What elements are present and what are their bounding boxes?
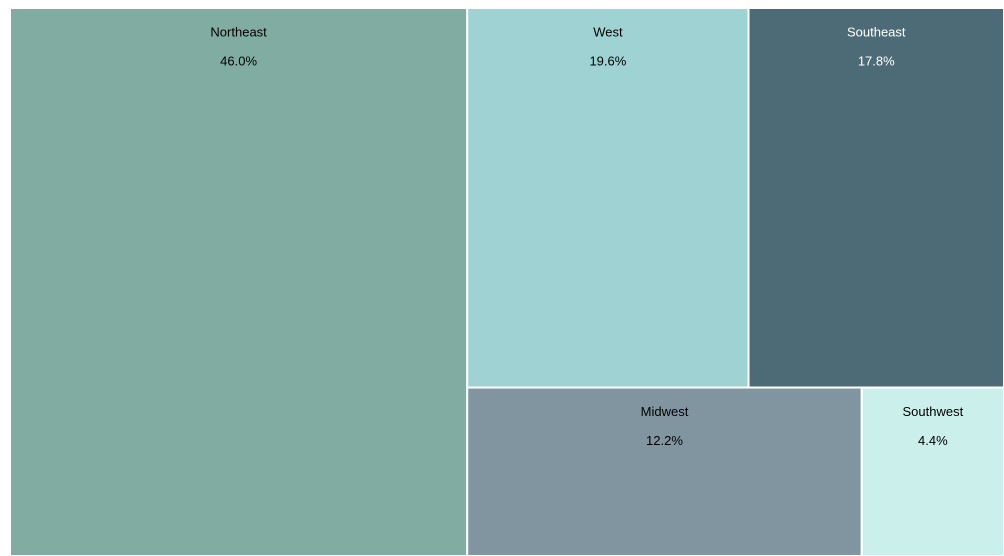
tile-label: Southeast (847, 24, 906, 39)
tile (747, 7, 1004, 389)
tile (860, 386, 1004, 556)
tile-label: Northeast (210, 24, 267, 39)
value-label: 4.4% (918, 433, 948, 448)
value-label: 19.6% (589, 53, 626, 68)
value-label: 17.8% (858, 53, 895, 68)
tile (466, 7, 750, 389)
tile-label: Midwest (641, 404, 689, 419)
value-label: 46.0% (220, 53, 257, 68)
tile (466, 386, 863, 556)
value-label: 12.2% (646, 433, 683, 448)
tile (9, 7, 469, 556)
tile-label: Southwest (903, 404, 964, 419)
tile-label: West (593, 24, 623, 39)
